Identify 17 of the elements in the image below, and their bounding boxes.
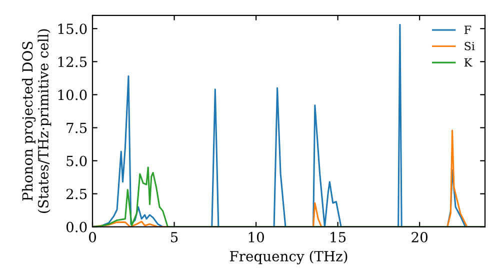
- x-tick-label: 5: [171, 232, 178, 242]
- y-tick-label: 7.5: [66, 122, 87, 134]
- y-tick-label: 5.0: [66, 156, 87, 166]
- y-tick-label: 15.0: [58, 24, 87, 34]
- legend-label: F: [464, 26, 472, 34]
- x-axis-title: Frequency (THz): [230, 250, 348, 264]
- legend-label: K: [464, 58, 472, 66]
- x-tick-label: 15: [330, 232, 346, 242]
- y-tick-label: 2.5: [66, 188, 87, 200]
- y-tick-label: 12.5: [58, 56, 87, 68]
- x-tick-label: 10: [248, 232, 264, 242]
- x-tick-label: 20: [412, 232, 428, 242]
- y-tick-label: 10.0: [58, 90, 87, 100]
- legend-label: Si: [464, 42, 475, 50]
- x-tick-label: 0: [88, 232, 96, 242]
- y-axis-title: Phonon projected DOS (States/THz·primitive cell): [22, 29, 52, 213]
- y-tick-label: 0.0: [66, 222, 87, 232]
